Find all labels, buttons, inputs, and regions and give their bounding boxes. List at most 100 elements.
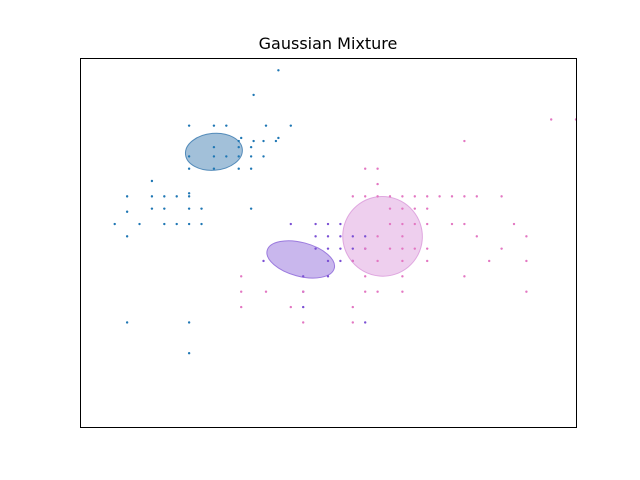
data-point-cluster-1 xyxy=(113,222,116,226)
data-point-cluster-2 xyxy=(339,259,342,263)
data-point-cluster-3 xyxy=(574,118,576,121)
data-point-cluster-3 xyxy=(500,247,503,250)
data-point-cluster-3 xyxy=(413,207,416,210)
data-point-cluster-1 xyxy=(125,321,129,324)
data-point-cluster-1 xyxy=(175,195,178,198)
data-point-cluster-1 xyxy=(187,195,191,198)
data-point-cluster-1 xyxy=(249,167,253,170)
data-point-cluster-2 xyxy=(364,321,367,324)
data-point-cluster-1 xyxy=(212,145,216,149)
data-point-cluster-3 xyxy=(426,195,429,198)
data-point-cluster-3 xyxy=(351,259,354,263)
data-point-cluster-3 xyxy=(364,290,367,293)
data-point-cluster-3 xyxy=(525,290,528,293)
component-ellipse-2 xyxy=(266,240,336,279)
data-point-cluster-3 xyxy=(463,139,466,143)
data-point-cluster-1 xyxy=(252,139,255,143)
data-point-cluster-3 xyxy=(388,222,392,226)
data-point-cluster-1 xyxy=(187,192,191,195)
data-point-cluster-2 xyxy=(302,305,305,309)
data-point-cluster-3 xyxy=(289,305,292,309)
data-point-cluster-3 xyxy=(450,222,454,226)
data-point-cluster-3 xyxy=(500,195,503,198)
data-point-cluster-3 xyxy=(364,167,367,170)
data-point-cluster-1 xyxy=(277,69,280,72)
data-point-cluster-3 xyxy=(488,259,491,263)
data-point-cluster-3 xyxy=(240,290,243,293)
data-point-cluster-3 xyxy=(426,259,429,263)
data-point-cluster-2 xyxy=(314,222,317,226)
data-point-cluster-1 xyxy=(289,124,292,127)
data-point-cluster-1 xyxy=(200,222,203,226)
data-point-cluster-2 xyxy=(262,259,265,263)
component-ellipse-1 xyxy=(184,132,243,171)
data-point-cluster-3 xyxy=(302,290,305,293)
data-point-cluster-1 xyxy=(252,93,255,97)
data-point-cluster-2 xyxy=(314,247,317,250)
data-point-cluster-3 xyxy=(376,235,379,238)
data-point-cluster-3 xyxy=(364,247,367,250)
data-point-cluster-1 xyxy=(249,145,253,149)
data-point-cluster-3 xyxy=(376,167,379,170)
data-point-cluster-3 xyxy=(426,247,429,250)
plot-area xyxy=(113,69,576,355)
data-point-cluster-1 xyxy=(237,167,240,170)
data-point-cluster-1 xyxy=(262,139,265,143)
data-point-cluster-2 xyxy=(351,247,354,250)
data-point-cluster-3 xyxy=(413,247,416,250)
data-point-cluster-3 xyxy=(351,305,354,309)
data-point-cluster-3 xyxy=(401,275,404,278)
data-point-cluster-3 xyxy=(525,259,528,263)
data-point-cluster-3 xyxy=(463,195,466,198)
data-point-cluster-3 xyxy=(351,195,354,198)
data-point-cluster-2 xyxy=(289,222,292,226)
data-point-cluster-1 xyxy=(225,124,228,127)
data-point-cluster-3 xyxy=(413,195,416,198)
data-point-cluster-1 xyxy=(249,155,253,158)
data-point-cluster-1 xyxy=(138,222,141,226)
data-point-cluster-3 xyxy=(463,222,466,226)
data-point-cluster-2 xyxy=(326,275,330,278)
data-point-cluster-3 xyxy=(240,275,243,278)
data-point-cluster-3 xyxy=(438,195,441,198)
data-point-cluster-3 xyxy=(401,247,404,250)
data-point-cluster-1 xyxy=(175,222,178,226)
ellipse-layer xyxy=(184,132,423,279)
data-point-cluster-1 xyxy=(125,195,129,198)
data-point-cluster-1 xyxy=(187,124,191,127)
data-point-cluster-3 xyxy=(426,222,429,226)
chart-title: Gaussian Mixture xyxy=(259,34,398,53)
data-point-cluster-1 xyxy=(163,195,166,198)
data-point-cluster-1 xyxy=(212,124,216,127)
data-point-cluster-3 xyxy=(550,118,553,121)
data-point-cluster-3 xyxy=(376,259,379,263)
data-point-cluster-3 xyxy=(401,259,404,263)
data-point-cluster-1 xyxy=(225,155,228,158)
data-point-cluster-3 xyxy=(475,195,478,198)
data-point-cluster-3 xyxy=(240,305,243,309)
data-point-cluster-3 xyxy=(401,290,404,293)
data-point-cluster-2 xyxy=(302,275,305,278)
data-point-cluster-1 xyxy=(262,155,265,158)
data-point-cluster-1 xyxy=(274,139,278,143)
data-point-cluster-1 xyxy=(163,222,166,226)
data-point-cluster-1 xyxy=(150,207,154,210)
data-point-cluster-3 xyxy=(364,195,367,198)
axes-frame xyxy=(80,58,577,428)
data-point-cluster-1 xyxy=(187,167,191,170)
data-point-cluster-2 xyxy=(326,247,330,250)
data-point-cluster-3 xyxy=(376,195,379,198)
data-point-cluster-2 xyxy=(339,235,342,238)
data-point-cluster-3 xyxy=(450,195,454,198)
data-point-cluster-1 xyxy=(150,179,154,183)
data-point-cluster-3 xyxy=(351,321,354,324)
data-point-cluster-3 xyxy=(364,275,367,278)
data-point-cluster-3 xyxy=(401,222,404,226)
data-point-cluster-3 xyxy=(525,235,528,238)
data-point-cluster-1 xyxy=(150,195,154,198)
data-point-cluster-2 xyxy=(326,222,330,226)
data-point-cluster-1 xyxy=(125,235,129,238)
data-point-cluster-2 xyxy=(326,259,330,263)
